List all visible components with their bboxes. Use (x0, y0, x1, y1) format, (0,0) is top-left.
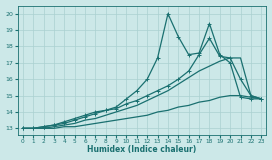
X-axis label: Humidex (Indice chaleur): Humidex (Indice chaleur) (87, 145, 197, 154)
